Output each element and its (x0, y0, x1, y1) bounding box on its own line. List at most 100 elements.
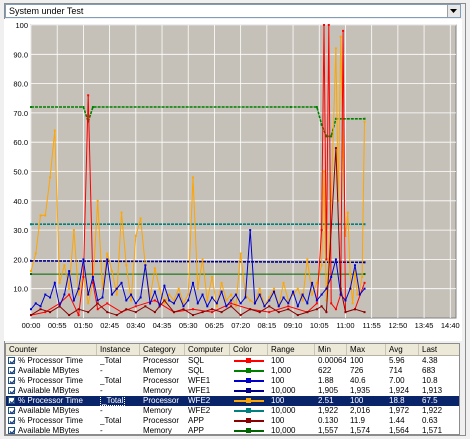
table-row[interactable]: % Processor Time _Total Processor WFE1 100 1.… (6, 376, 459, 386)
data-point (306, 258, 309, 261)
row-max: 726 (350, 366, 364, 375)
row-checkbox[interactable] (8, 367, 16, 375)
row-checkbox[interactable] (8, 397, 16, 405)
data-point (168, 299, 171, 302)
row-computer: WFE2 (188, 406, 211, 415)
y-tick-label: 100 (15, 21, 28, 30)
data-point (182, 302, 185, 305)
data-point (363, 117, 366, 120)
data-point (134, 305, 137, 308)
row-checkbox[interactable] (8, 427, 16, 434)
row-counter: % Processor Time (18, 376, 83, 385)
data-point (346, 211, 349, 214)
row-counter: Available MBytes (18, 386, 80, 395)
column-header-instance[interactable]: Instance (97, 344, 140, 355)
row-checkbox[interactable] (8, 417, 16, 425)
system-selector-dropdown[interactable]: System under Test (5, 4, 461, 18)
y-tick-label: 60.0 (13, 138, 28, 147)
data-point (230, 302, 233, 305)
data-point (87, 302, 90, 305)
row-last: 67.5 (422, 396, 438, 405)
row-category: Memory (143, 386, 172, 395)
data-point (334, 47, 337, 50)
column-header-range[interactable]: Range (268, 344, 315, 355)
row-range: 100 (271, 376, 285, 385)
data-point (363, 273, 366, 276)
table-row[interactable]: % Processor Time _Total Processor SQL 100 0.0… (6, 356, 459, 366)
row-instance: _Total (100, 396, 139, 406)
y-tick-label: 80.0 (13, 80, 28, 89)
column-header-last[interactable]: Last (419, 344, 459, 355)
row-counter: Available MBytes (18, 426, 80, 435)
row-checkbox[interactable] (8, 387, 16, 395)
column-header-computer[interactable]: Computer (185, 344, 230, 355)
data-point (172, 302, 175, 305)
data-point (225, 299, 228, 302)
chevron-down-icon[interactable] (447, 5, 460, 17)
data-point (191, 281, 194, 284)
data-point (353, 270, 356, 273)
data-point (125, 264, 128, 267)
row-checkbox[interactable] (8, 377, 16, 385)
row-max: 1,574 (350, 426, 371, 435)
data-point (177, 287, 180, 290)
row-checkbox[interactable] (8, 407, 16, 415)
table-row[interactable]: % Processor Time _Total Processor WFE2 100 2.… (6, 396, 459, 406)
data-point (163, 284, 166, 287)
data-point (296, 287, 299, 290)
row-color-swatch (233, 426, 267, 434)
data-point (363, 311, 366, 314)
x-tick-label: 06:25 (205, 321, 224, 330)
column-header-counter[interactable]: Counter (6, 344, 97, 355)
table-row[interactable]: Available MBytes - Memory WFE2 10,000 1,922 2,… (6, 406, 459, 416)
data-point (337, 199, 340, 202)
data-point (334, 147, 337, 150)
table-row[interactable]: Available MBytes - Memory SQL 1,000 622 726 714… (6, 366, 459, 376)
counter-table: Counter Instance Category Computer Color Rang… (5, 343, 460, 435)
column-header-category[interactable]: Category (140, 344, 185, 355)
data-point (230, 305, 233, 308)
data-point (220, 311, 223, 314)
row-instance: _Total (100, 416, 122, 425)
x-tick-label: 05:30 (179, 321, 198, 330)
y-tick-label: 90.0 (13, 50, 28, 59)
row-checkbox[interactable] (8, 357, 16, 365)
x-tick-label: 07:20 (231, 321, 250, 330)
data-point (39, 308, 42, 311)
data-point (49, 311, 52, 314)
row-computer: SQL (188, 356, 205, 365)
table-row[interactable]: Available MBytes - Memory APP 10,000 1,557 1,5… (6, 426, 459, 435)
data-point (325, 311, 328, 314)
row-range: 100 (271, 356, 285, 365)
column-header-max[interactable]: Max (347, 344, 386, 355)
table-row[interactable]: % Processor Time _Total Processor APP 100 0.1… (6, 416, 459, 426)
column-header-color[interactable]: Color (230, 344, 268, 355)
data-point (115, 293, 118, 296)
data-point (258, 311, 261, 314)
data-point (82, 275, 85, 278)
data-point (315, 281, 318, 284)
data-point (58, 281, 61, 284)
data-point (34, 302, 37, 305)
data-point (268, 299, 271, 302)
row-computer: APP (188, 426, 205, 435)
row-avg: 5.96 (389, 356, 405, 365)
column-header-avg[interactable]: Avg (386, 344, 419, 355)
column-header-min[interactable]: Min (315, 344, 347, 355)
data-point (163, 302, 166, 305)
row-computer: WFE2 (188, 396, 211, 405)
data-point (87, 120, 90, 123)
data-point (225, 305, 228, 308)
row-instance: _Total (100, 376, 122, 385)
table-row[interactable]: Available MBytes - Memory WFE1 10,000 1,905 1,… (6, 386, 459, 396)
data-point (301, 299, 304, 302)
x-tick-label: 09:10 (284, 321, 303, 330)
row-computer: SQL (188, 366, 205, 375)
data-point (120, 281, 123, 284)
row-min: 1,557 (318, 426, 339, 435)
data-point (292, 293, 295, 296)
data-point (58, 305, 61, 308)
data-point (91, 275, 94, 278)
row-avg: 1,924 (389, 386, 410, 395)
chart-area: 10.0 20.0 30.0 40.0 50.0 60.0 70.0 80.0 90.0 100 0… (4, 19, 462, 343)
